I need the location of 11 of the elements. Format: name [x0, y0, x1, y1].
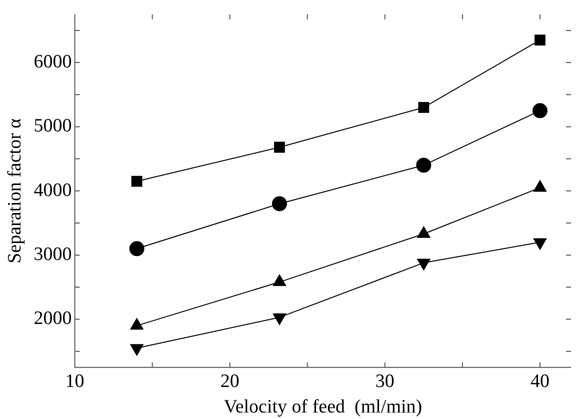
y-axis-title: Separation factor α	[4, 118, 26, 264]
y-tick-label: 3000	[34, 244, 72, 266]
y-tick-label: 2000	[34, 308, 72, 330]
x-tick-label: 20	[220, 370, 240, 392]
x-tick-label: 10	[65, 370, 84, 392]
x-tick-label: 30	[375, 370, 394, 392]
x-axis-title: Velocity of feed (ml/min)	[224, 396, 422, 418]
x-tick-label: 40	[530, 370, 550, 392]
y-tick-label: 6000	[34, 52, 72, 73]
y-tick-label: 4000	[34, 180, 72, 201]
y-tick-label: 5000	[34, 116, 72, 137]
